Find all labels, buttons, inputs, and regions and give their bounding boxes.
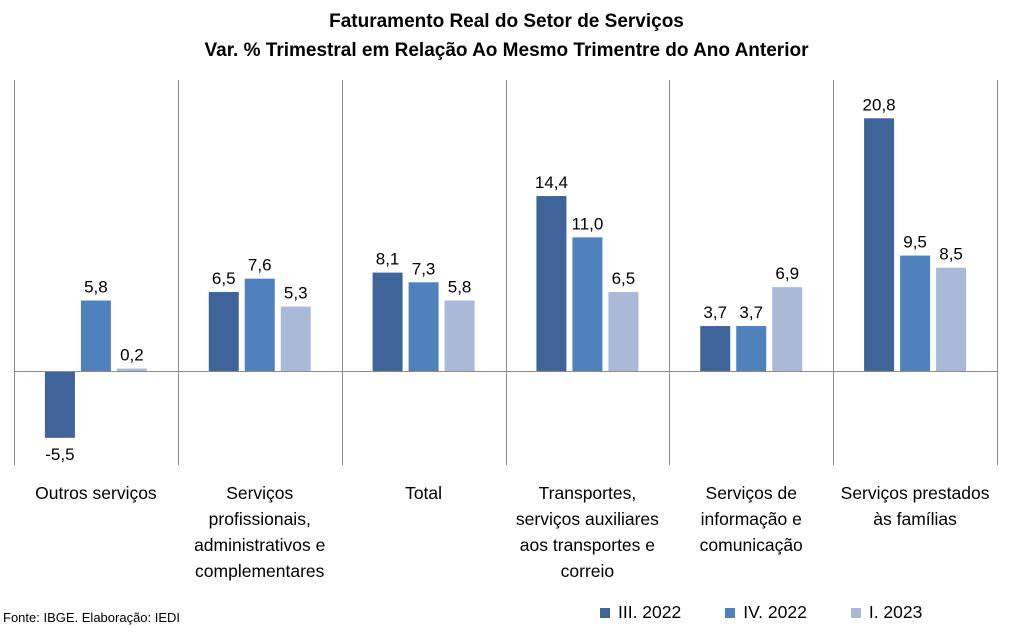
- category-label: Total: [405, 483, 443, 503]
- chart-subtitle: Var. % Trimestral em Relação Ao Mesmo Tr…: [204, 40, 809, 61]
- bar-iii-2022-4: [700, 326, 731, 371]
- bar-iii-2022-2: [372, 272, 403, 371]
- bar-chart: -5,5 6,5 8,1 14,4 3,7 20,8 5,8 7,6 7,3 11,0 3,7 9,5…: [14, 80, 998, 465]
- data-label: 0,2: [120, 346, 144, 365]
- bar-iv-2022-4: [736, 326, 767, 371]
- legend-label: IV. 2022: [743, 602, 807, 622]
- data-label: 6,5: [212, 269, 236, 288]
- bar-iv-2022-0: [80, 300, 111, 371]
- data-label: 5,8: [448, 278, 472, 297]
- data-label: 6,9: [775, 264, 799, 283]
- data-label: 7,3: [412, 259, 436, 278]
- bar-i-2023-3: [608, 292, 639, 371]
- data-label: 9,5: [903, 233, 927, 252]
- bar-iv-2022-3: [572, 237, 603, 371]
- data-label: 8,5: [939, 245, 963, 264]
- data-label: -5,5: [45, 445, 74, 464]
- bar-iv-2022-2: [408, 282, 439, 371]
- data-label: 5,8: [84, 278, 108, 297]
- legend-item: I. 2023: [850, 602, 923, 623]
- chart-title: Faturamento Real do Setor de Serviços: [329, 11, 684, 32]
- bar-i-2023-1: [280, 306, 311, 371]
- data-label: 8,1: [376, 250, 400, 269]
- bar-i-2023-5: [936, 267, 967, 371]
- bar-iv-2022-1: [244, 278, 275, 371]
- bar-iii-2022-0: [44, 371, 75, 438]
- category-label: Outros serviços: [35, 483, 157, 503]
- legend-swatch: [600, 607, 610, 618]
- legend: III. 2022 IV. 2022 I. 2023: [600, 602, 922, 623]
- legend-item: IV. 2022: [725, 602, 807, 623]
- category-label: Serviços profissionais, administrativos …: [194, 483, 326, 581]
- bar-iv-2022-5: [900, 255, 931, 371]
- bar-i-2023-2: [444, 300, 475, 371]
- bar-i-2023-0: [116, 368, 147, 371]
- category-label: Transportes, serviços auxiliares aos tra…: [515, 483, 659, 581]
- legend-swatch: [850, 607, 861, 618]
- data-label: 11,0: [572, 214, 604, 233]
- data-label: 7,6: [248, 256, 272, 275]
- legend-swatch: [725, 607, 736, 618]
- data-label: 3,7: [739, 303, 763, 322]
- data-label: 5,3: [284, 284, 308, 303]
- legend-label: III. 2022: [618, 602, 682, 622]
- data-label: 3,7: [703, 303, 727, 322]
- bar-iii-2022-5: [864, 118, 895, 371]
- source-note: Fonte: IBGE. Elaboração: IEDI: [3, 610, 181, 625]
- bar-iii-2022-1: [208, 292, 239, 371]
- category-label: Serviços de informação e comunicação: [699, 483, 803, 555]
- bar-iii-2022-3: [536, 196, 567, 371]
- legend-item: III. 2022: [600, 602, 681, 623]
- bar-i-2023-4: [772, 287, 803, 371]
- data-label: 6,5: [612, 269, 636, 288]
- data-label: 14,4: [535, 173, 568, 192]
- category-label: Serviços prestados às famílias: [840, 483, 990, 529]
- legend-label: I. 2023: [868, 602, 923, 622]
- data-label: 20,8: [863, 95, 896, 114]
